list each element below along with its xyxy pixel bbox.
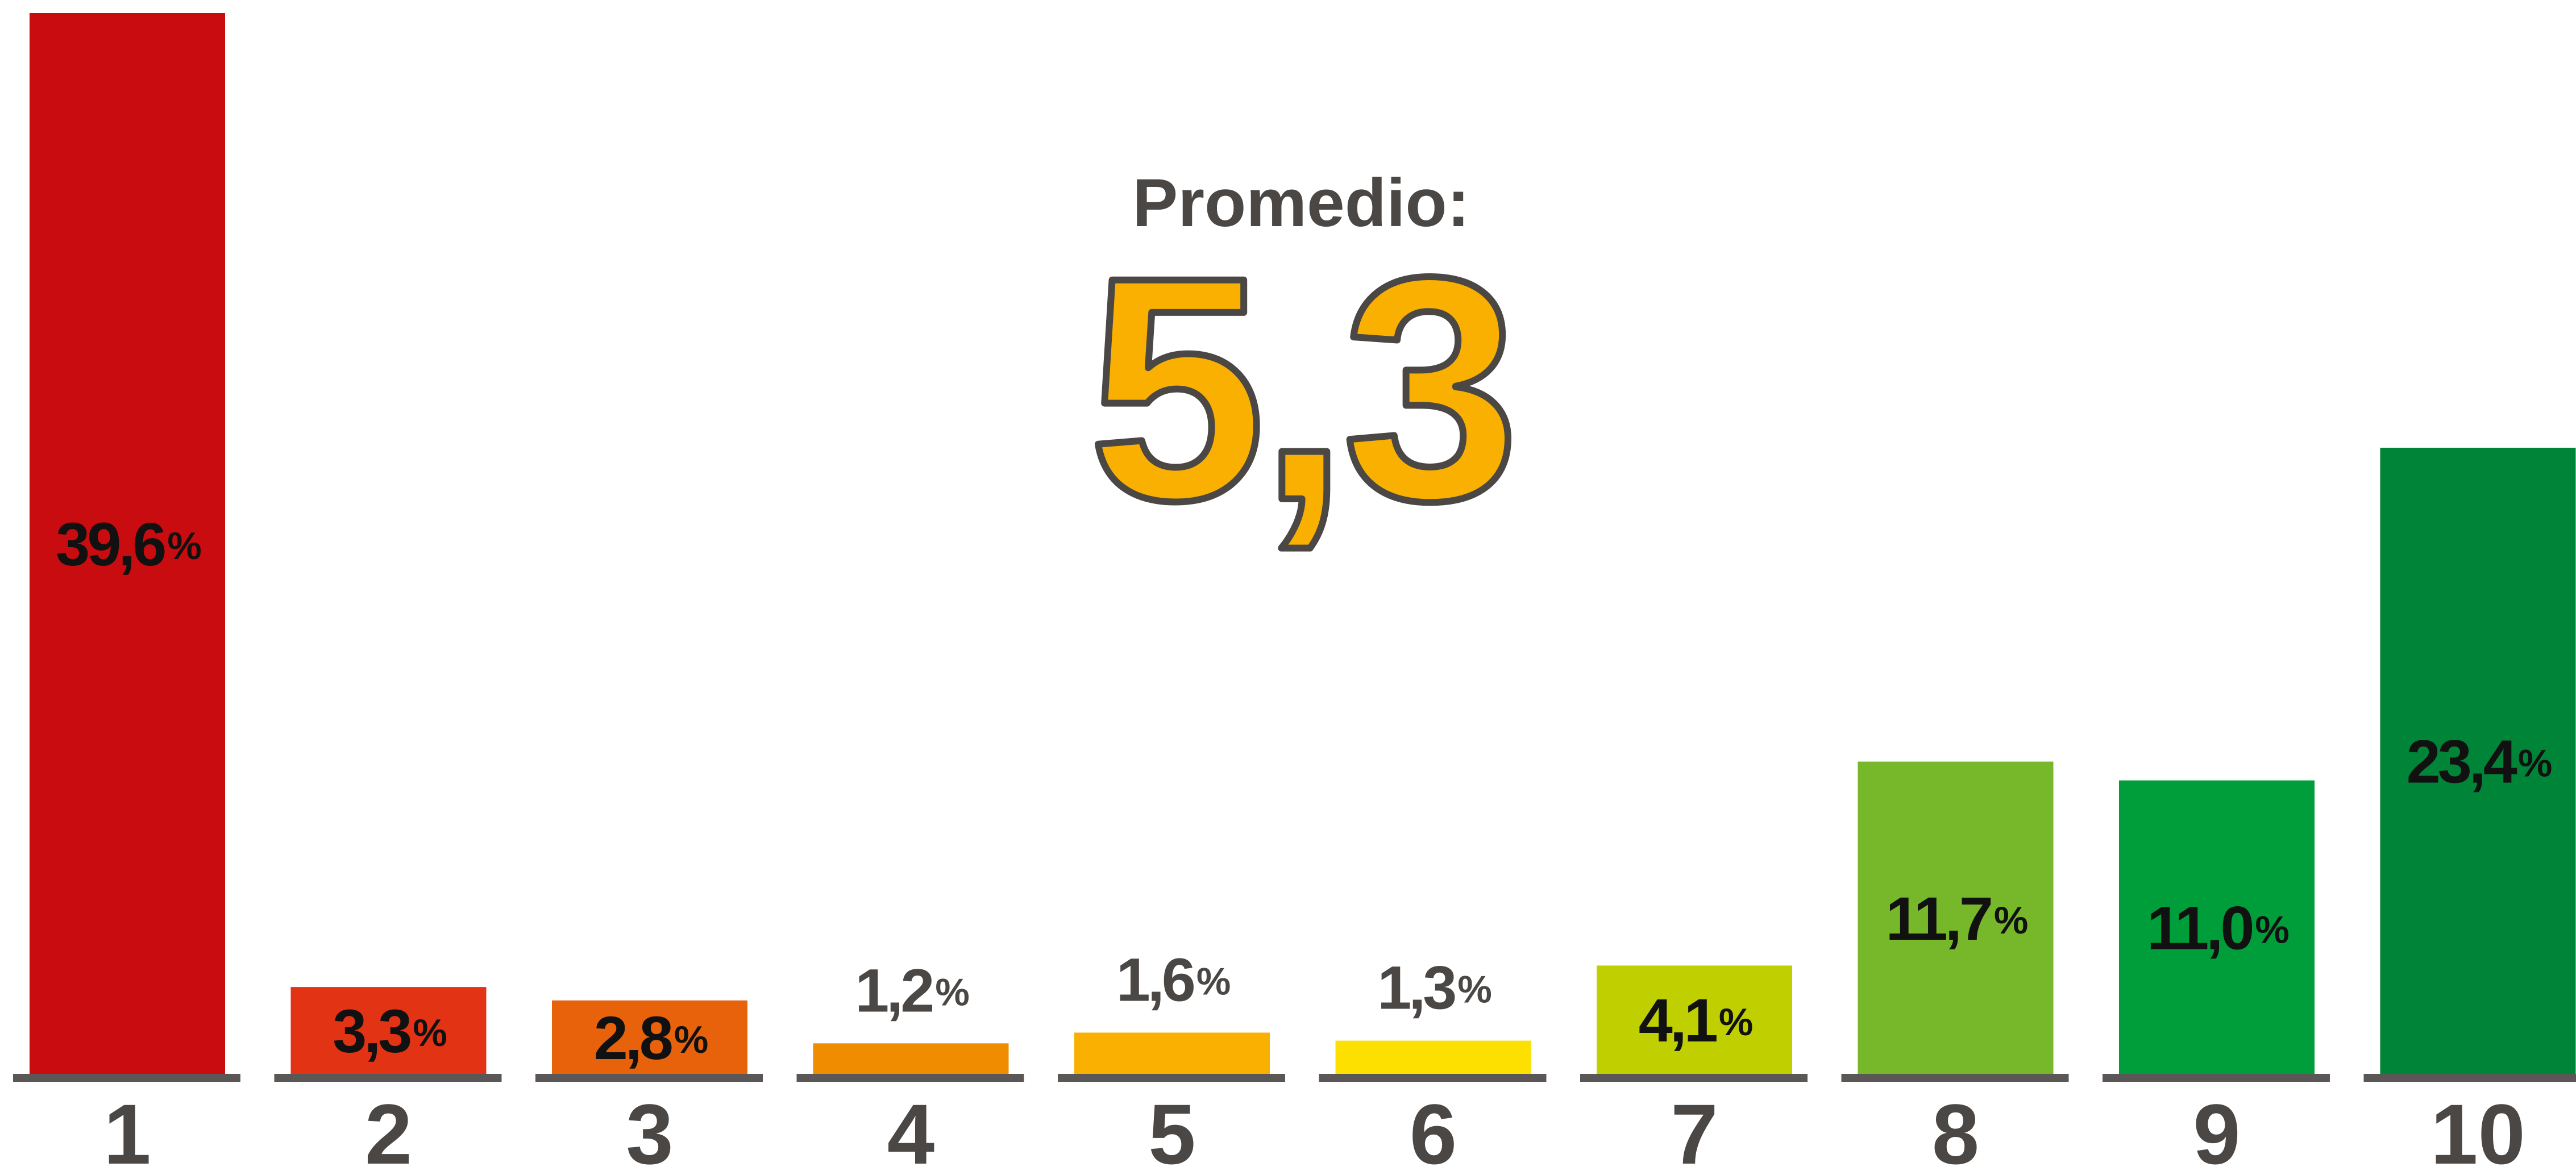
bar xyxy=(552,1000,747,1076)
x-tick-label: 2 xyxy=(365,1086,412,1171)
x-tick-label: 8 xyxy=(1932,1086,1979,1171)
bar xyxy=(813,1043,1009,1076)
bar xyxy=(1597,965,1792,1076)
bar xyxy=(1858,761,2054,1076)
value-label: 11,7% xyxy=(1886,884,2027,952)
x-tick-label: 1 xyxy=(103,1086,151,1171)
bar xyxy=(2119,780,2315,1076)
x-tick-label: 6 xyxy=(1410,1086,1457,1171)
x-tick-label: 3 xyxy=(626,1086,673,1171)
x-tick-label: 9 xyxy=(2193,1086,2240,1171)
bar xyxy=(2380,448,2576,1076)
average-value: 5,3 xyxy=(1088,211,1514,566)
x-tick-label: 5 xyxy=(1148,1086,1195,1171)
value-label: 1,6% xyxy=(1116,945,1230,1014)
bar xyxy=(1074,1032,1270,1076)
value-label: 4,1% xyxy=(1639,986,1752,1055)
value-label: 3,3% xyxy=(333,997,446,1065)
value-label: 39,6% xyxy=(56,510,201,578)
bar xyxy=(30,13,225,1076)
x-tick-label: 10 xyxy=(2430,1086,2525,1171)
bar xyxy=(290,987,487,1076)
value-label: 1,3% xyxy=(1377,953,1491,1022)
value-label: 1,2% xyxy=(855,956,969,1024)
x-tick-label: 7 xyxy=(1671,1086,1718,1171)
value-label: 23,4% xyxy=(2407,727,2552,795)
value-label: 11,0% xyxy=(2147,893,2288,962)
value-label: 2,8% xyxy=(594,1003,708,1072)
x-tick-label: 4 xyxy=(887,1086,934,1171)
bar xyxy=(1335,1040,1531,1076)
average-label: Promedio: xyxy=(1132,165,1469,241)
